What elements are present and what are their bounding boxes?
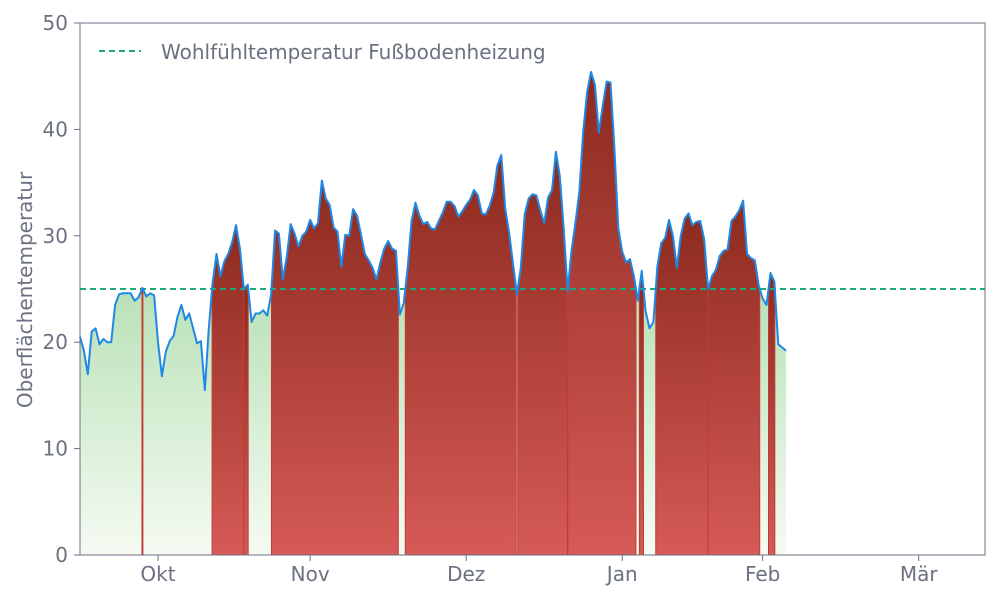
above-threshold-column [270,180,399,556]
above-threshold-column [211,225,245,556]
y-tick-label: 30 [43,224,68,248]
above-threshold-column [707,200,761,556]
y-tick-label: 0 [55,543,68,567]
above-threshold-column [638,270,644,556]
temperature-series-line [79,70,787,392]
legend-threshold-label: Wohlfühltemperatur Fußbodenheizung [161,40,546,64]
y-tick-label: 10 [43,437,68,461]
plot-area [79,70,985,556]
above-threshold-column [655,212,709,556]
x-tick-label: Nov [291,562,330,586]
y-axis-title: Oberflächentemperatur [13,171,37,408]
y-tick-label: 40 [43,117,68,141]
x-tick-label: Dez [447,562,485,586]
above-threshold-column [768,271,776,556]
above-threshold-column [141,286,144,556]
above-threshold-column [567,71,637,556]
plot-frame [79,22,986,556]
x-tick-label: Feb [745,562,780,586]
y-tick-label: 50 [43,11,68,35]
x-tick-label: Mär [900,562,939,586]
legend: Wohlfühltemperatur Fußbodenheizung [99,40,546,64]
x-tick-label: Jan [605,562,638,586]
x-tick-label: Okt [140,562,175,586]
y-tick-label: 20 [43,330,68,354]
above-threshold-column [243,283,249,556]
axes: 0 10 20 30 40 50 Okt Nov Dez Jan Feb Mär [43,11,986,586]
